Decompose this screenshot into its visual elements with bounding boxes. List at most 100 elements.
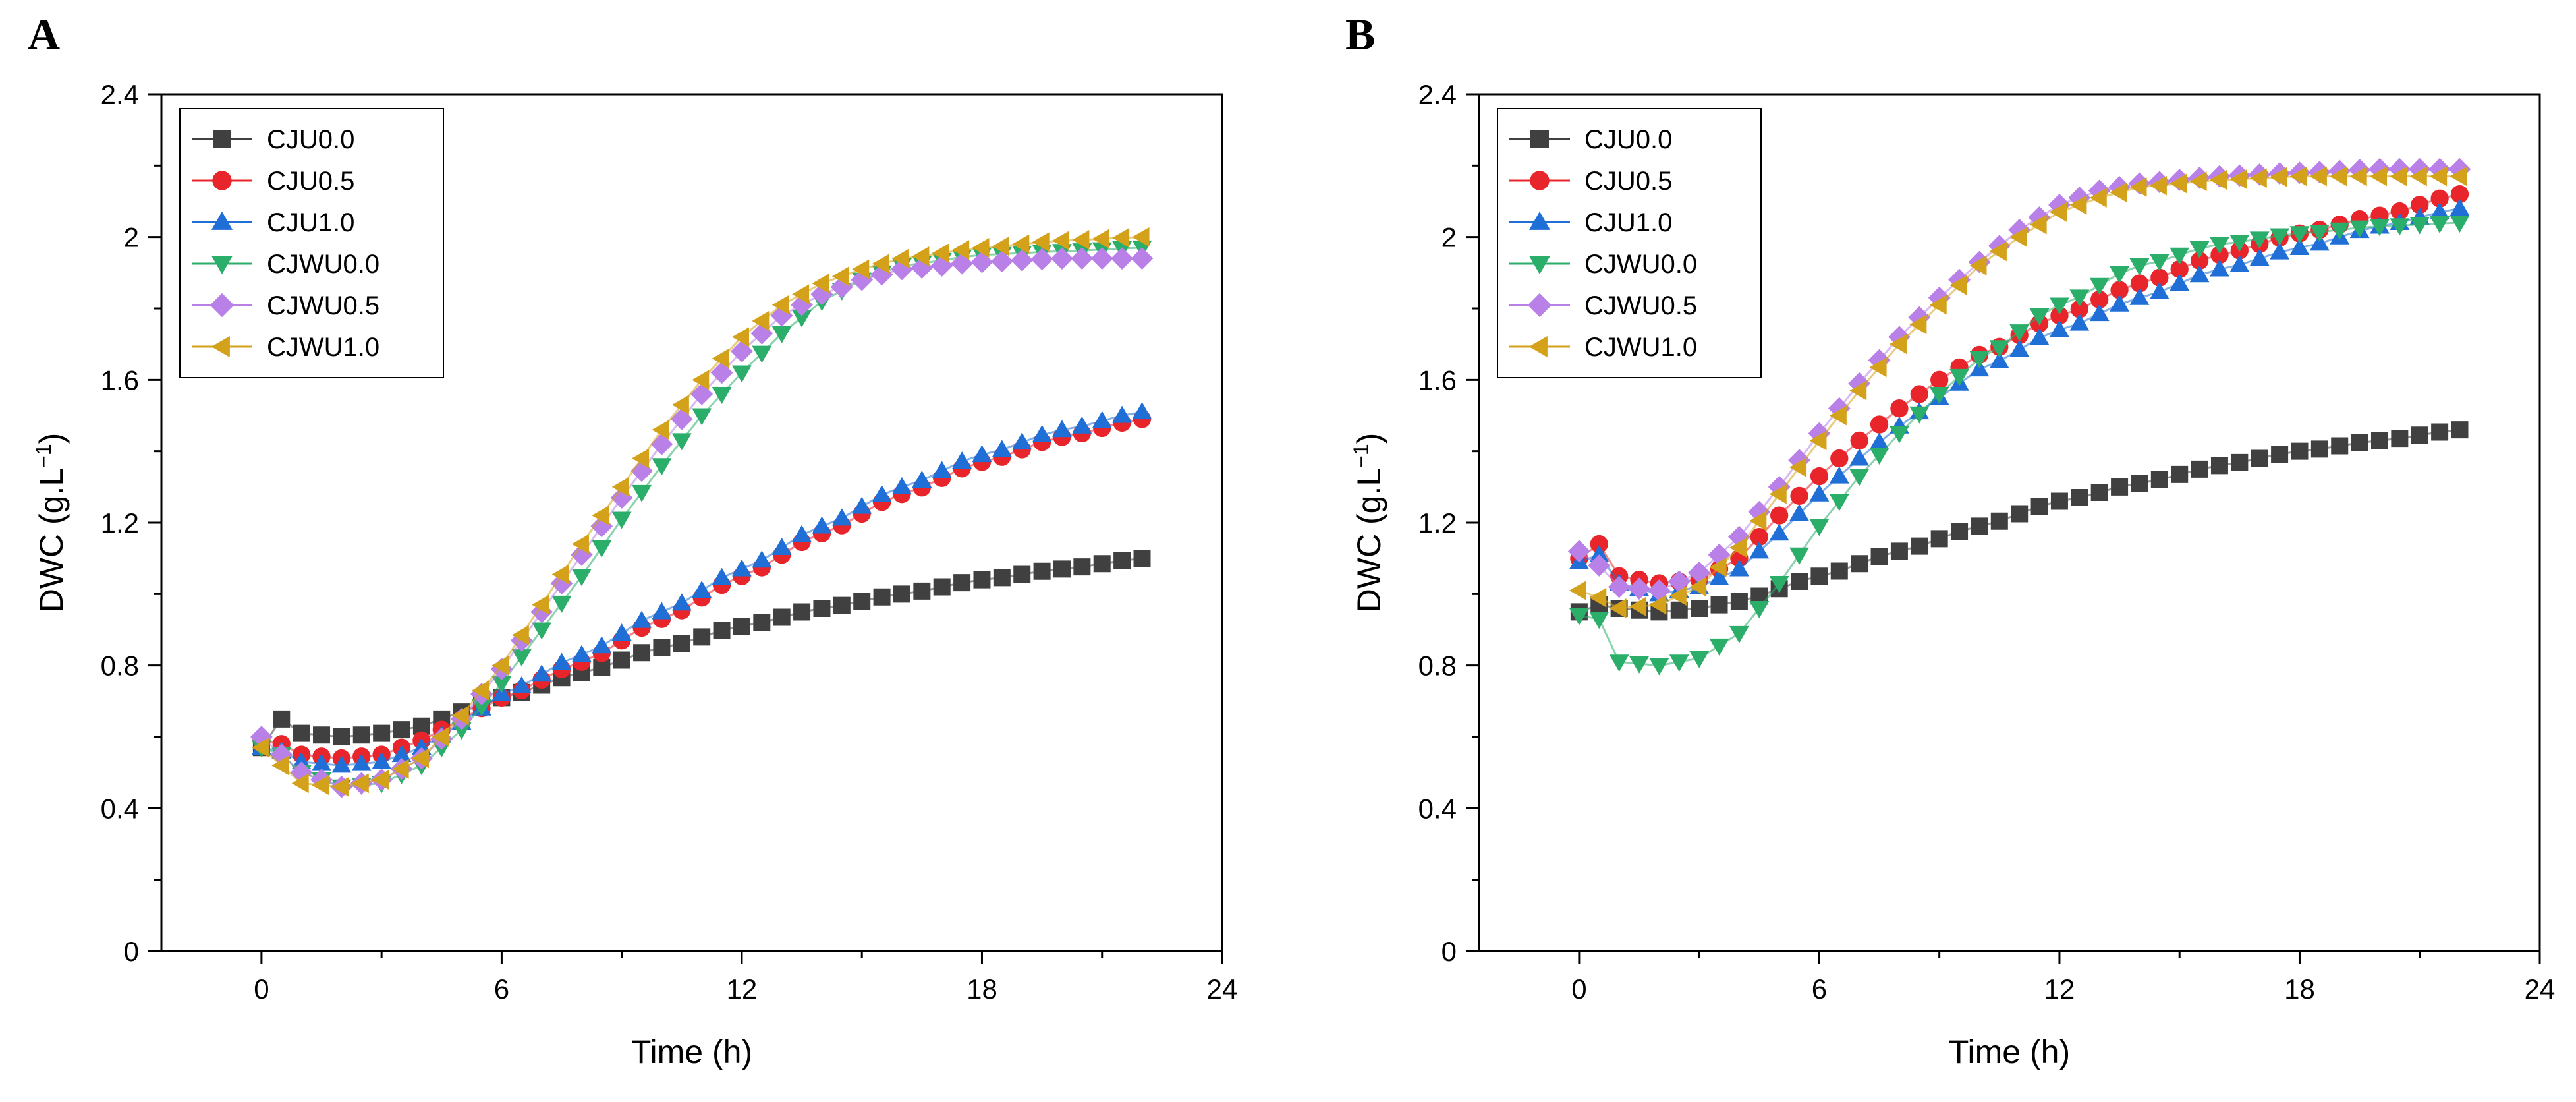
data-point <box>2409 166 2427 187</box>
data-point <box>1628 577 1650 600</box>
legend-marker <box>212 171 232 190</box>
data-point <box>2210 237 2229 254</box>
data-point <box>571 569 592 587</box>
data-point <box>1112 227 1130 248</box>
data-point <box>1750 528 1768 546</box>
data-point <box>1609 598 1627 618</box>
data-point <box>1710 596 1728 614</box>
y-tick-label: 2 <box>124 222 139 253</box>
data-point <box>613 651 630 669</box>
data-point <box>372 751 392 769</box>
data-point <box>1789 547 1809 565</box>
series-cju0-0 <box>1570 421 2469 621</box>
data-point <box>2189 241 2210 259</box>
data-point <box>2170 173 2187 194</box>
data-point <box>770 304 793 327</box>
legend-label: CJWU0.0 <box>267 250 379 279</box>
data-point <box>2390 202 2409 221</box>
legend-box <box>1497 108 1762 378</box>
data-point <box>2069 313 2090 331</box>
data-point <box>1112 405 1133 423</box>
data-point <box>1830 562 1848 580</box>
data-point <box>1989 241 2007 262</box>
data-point <box>2069 194 2087 215</box>
data-point <box>532 622 552 640</box>
legend-label: CJWU0.5 <box>267 291 379 320</box>
plot-frame-a <box>160 93 1223 952</box>
data-point <box>1092 229 1109 249</box>
legend-label: CJU0.5 <box>1584 167 1672 196</box>
data-point <box>852 496 872 514</box>
data-point <box>1949 368 1970 386</box>
data-point <box>2050 492 2068 510</box>
data-point <box>933 578 951 596</box>
data-point <box>1810 567 1828 585</box>
data-point <box>1111 247 1134 270</box>
data-point <box>1949 275 1967 295</box>
data-point <box>1629 656 1649 674</box>
data-point <box>1729 559 1749 577</box>
legend-marker <box>1528 256 1551 275</box>
legend-marker <box>211 256 233 275</box>
data-point <box>352 726 370 744</box>
data-point <box>1790 486 1808 506</box>
data-point <box>2291 442 2309 460</box>
data-point <box>412 717 430 735</box>
legend-box <box>179 108 444 378</box>
data-point <box>491 676 512 693</box>
y-axis-title-a: DWC (g.L−1) <box>32 433 70 613</box>
data-point <box>1789 457 1807 477</box>
data-point <box>1688 561 1711 584</box>
data-point <box>2309 166 2327 187</box>
data-point <box>1890 542 1908 560</box>
data-point <box>2331 437 2349 455</box>
data-point <box>2210 259 2229 277</box>
data-point <box>551 564 569 585</box>
data-point <box>1709 557 1727 577</box>
data-point <box>472 699 491 716</box>
data-point <box>1608 575 1631 598</box>
data-point <box>2430 216 2450 234</box>
data-point <box>653 639 671 656</box>
data-point <box>2029 214 2047 235</box>
data-point <box>2231 453 2249 471</box>
data-point <box>1649 594 1667 615</box>
data-point <box>2049 297 2069 315</box>
legend-label: CJU1.0 <box>267 208 354 237</box>
data-point <box>1132 227 1150 247</box>
data-point <box>1073 558 1091 576</box>
data-point <box>2370 219 2390 237</box>
data-point <box>2270 242 2290 260</box>
data-point <box>1770 506 1789 525</box>
data-point <box>2191 460 2208 478</box>
data-point <box>290 761 313 784</box>
data-point <box>1649 658 1669 676</box>
data-point <box>2270 167 2287 187</box>
data-point <box>2229 169 2247 189</box>
data-point <box>391 759 409 779</box>
data-point <box>1072 230 1090 250</box>
data-point <box>1032 232 1050 252</box>
data-point <box>1072 416 1092 434</box>
data-point <box>1791 572 1808 590</box>
chart-panel-b: B 0 6 12 18 24 0 0.4 0.8 1.2 1.6 2 2.4 CJU0.0 CJU0.5… <box>1345 9 2555 1070</box>
data-point <box>1051 247 1073 270</box>
data-point <box>2009 227 2027 247</box>
data-point <box>1890 399 1909 418</box>
data-point <box>2189 171 2207 192</box>
data-point <box>872 254 889 274</box>
data-point <box>1810 467 1829 486</box>
data-point <box>1032 424 1052 442</box>
panel-letter-b: B <box>1345 9 1375 59</box>
legend-marker <box>1528 211 1551 230</box>
data-point <box>771 537 792 555</box>
data-point <box>1749 511 1767 531</box>
data-point <box>932 461 952 478</box>
data-point <box>2349 220 2370 238</box>
data-point <box>2349 166 2367 187</box>
data-point <box>1689 577 1707 597</box>
data-point <box>792 310 812 328</box>
data-point <box>1870 415 1889 434</box>
data-point <box>1929 386 1949 404</box>
